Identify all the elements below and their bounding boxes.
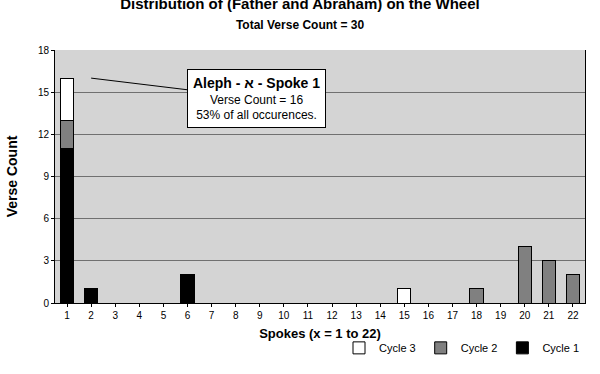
svg-text:19: 19 xyxy=(495,310,507,321)
svg-text:Spokes (x = 1 to 22): Spokes (x = 1 to 22) xyxy=(259,326,381,341)
svg-text:Aleph - א - Spoke 1Verse Count: Aleph - א - Spoke 1Verse Count = 1653% o… xyxy=(193,75,320,122)
svg-text:8: 8 xyxy=(233,310,239,321)
svg-text:7: 7 xyxy=(209,310,215,321)
svg-text:Verse Count: Verse Count xyxy=(4,135,20,217)
svg-text:4: 4 xyxy=(137,310,143,321)
svg-text:6: 6 xyxy=(43,213,49,224)
svg-text:9: 9 xyxy=(257,310,263,321)
svg-text:11: 11 xyxy=(303,310,314,321)
svg-text:14: 14 xyxy=(375,310,387,321)
svg-text:Distribution of (Father and Ab: Distribution of (Father and Abraham) on … xyxy=(120,0,479,32)
svg-text:15: 15 xyxy=(38,87,50,98)
svg-text:1: 1 xyxy=(64,310,70,321)
svg-text:5: 5 xyxy=(161,310,167,321)
svg-text:15: 15 xyxy=(399,310,411,321)
svg-text:2: 2 xyxy=(88,310,94,321)
svg-text:6: 6 xyxy=(185,310,191,321)
svg-text:Cycle 2: Cycle 2 xyxy=(461,342,498,354)
svg-text:12: 12 xyxy=(326,310,338,321)
svg-text:3: 3 xyxy=(112,310,118,321)
svg-text:18: 18 xyxy=(38,45,50,56)
svg-text:22: 22 xyxy=(567,310,579,321)
svg-text:10: 10 xyxy=(278,310,290,321)
svg-text:16: 16 xyxy=(423,310,435,321)
svg-text:0: 0 xyxy=(43,298,49,309)
svg-text:Cycle 1: Cycle 1 xyxy=(542,342,579,354)
svg-text:12: 12 xyxy=(38,129,50,140)
svg-text:13: 13 xyxy=(351,310,363,321)
svg-text:21: 21 xyxy=(543,310,555,321)
svg-text:9: 9 xyxy=(43,171,49,182)
svg-text:18: 18 xyxy=(471,310,483,321)
svg-text:Cycle 3: Cycle 3 xyxy=(379,342,416,354)
svg-text:17: 17 xyxy=(447,310,459,321)
svg-text:3: 3 xyxy=(43,255,49,266)
svg-text:20: 20 xyxy=(519,310,531,321)
